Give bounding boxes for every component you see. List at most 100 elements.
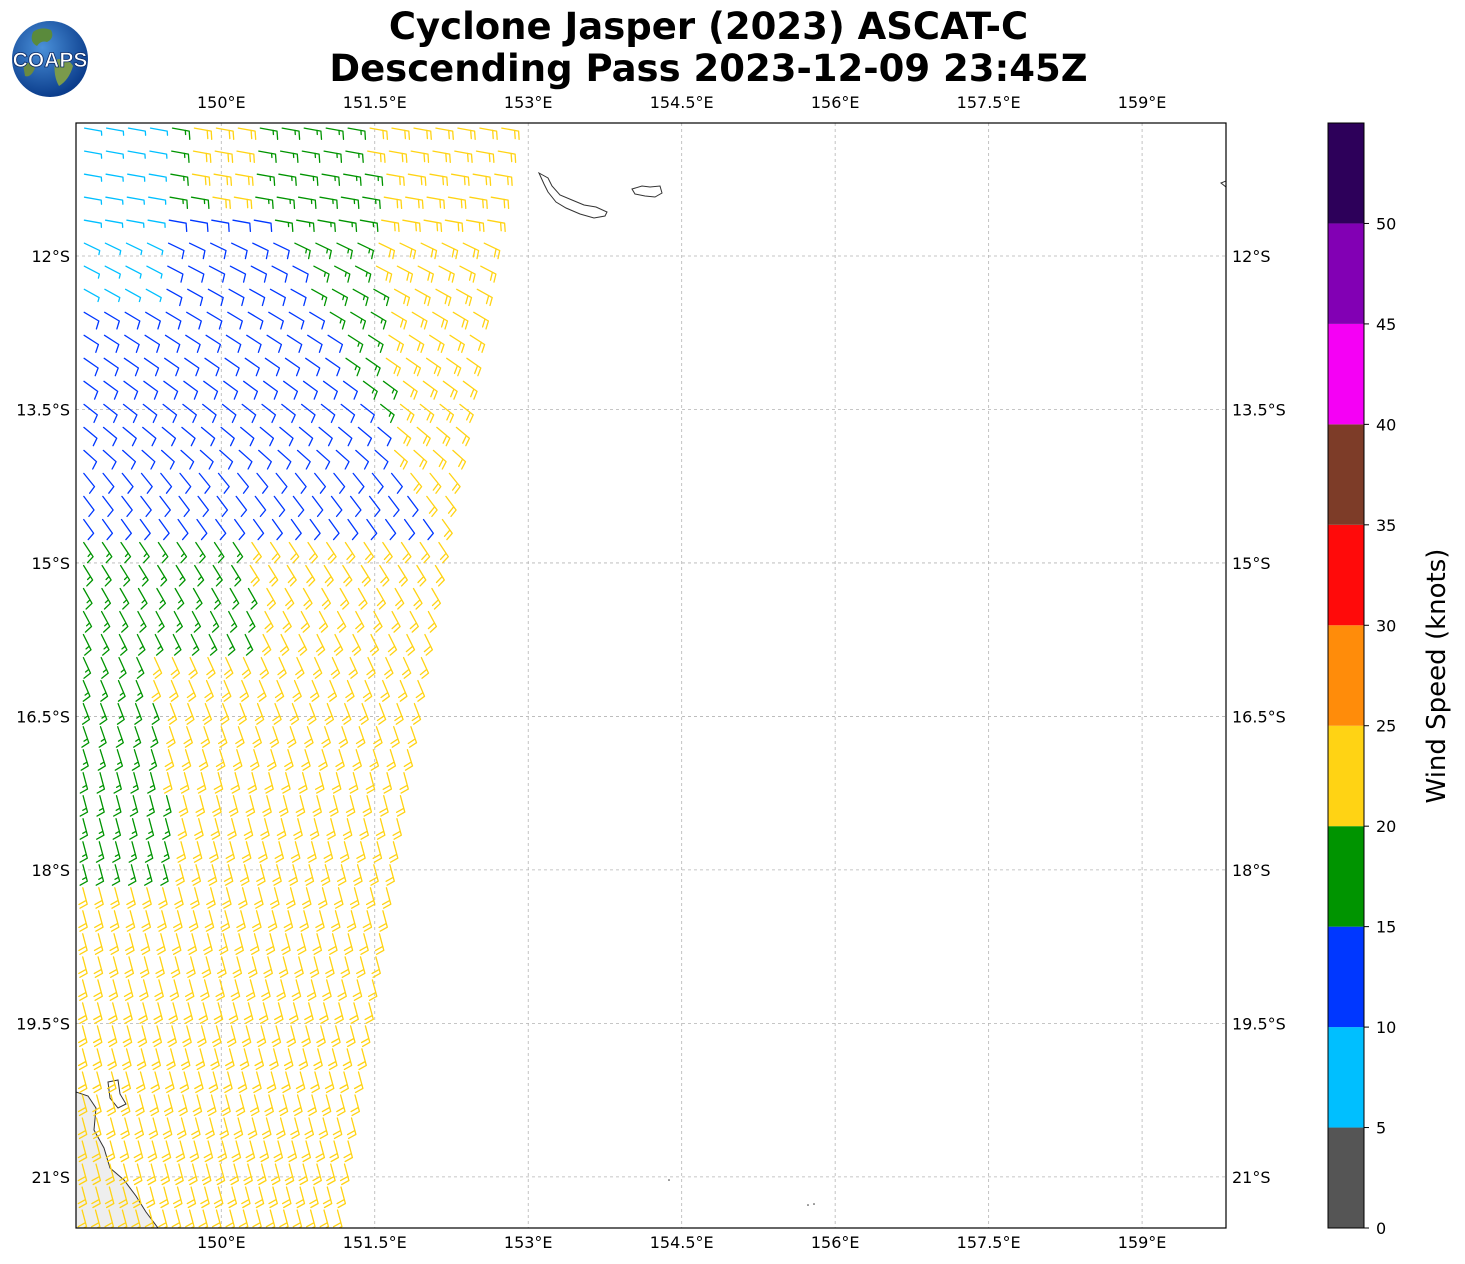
wind-barb (168, 219, 188, 233)
wind-barb (395, 795, 406, 817)
wind-barb (368, 495, 381, 518)
wind-barb (405, 633, 416, 656)
wind-barb (171, 150, 190, 163)
wind-barb (83, 357, 99, 377)
wind-barb (347, 518, 359, 541)
wind-barb (163, 1094, 174, 1117)
wind-barb (367, 979, 378, 1001)
island-outline (668, 1179, 670, 1181)
wind-barb (264, 357, 281, 377)
wind-barb (210, 818, 221, 840)
wind-barb (472, 173, 492, 186)
wind-barb (186, 956, 196, 978)
wind-barb (227, 818, 237, 840)
wind-barb (149, 150, 168, 159)
wind-barb (326, 1163, 336, 1186)
wind-barb (367, 150, 386, 163)
wind-barb (201, 956, 212, 978)
lon-tick-label-bottom: 154.5°E (650, 1233, 714, 1252)
wind-barb (441, 518, 453, 541)
wind-barb (258, 150, 277, 163)
wind-barb (145, 288, 162, 303)
wind-barb (279, 150, 299, 163)
wind-barb (83, 380, 99, 400)
wind-barb (120, 1117, 130, 1140)
wind-barb (232, 749, 243, 771)
wind-barb (83, 150, 103, 159)
wind-barb (334, 1002, 344, 1024)
wind-barb (339, 1163, 350, 1186)
wind-barb (202, 702, 213, 725)
wind-barb (353, 864, 363, 886)
wind-barb (388, 150, 408, 163)
wind-barb (208, 1071, 219, 1094)
wind-barb (441, 242, 459, 260)
wind-barb (307, 841, 317, 863)
wind-barb (345, 795, 356, 817)
wind-barb (175, 864, 185, 886)
wind-barb (410, 150, 430, 163)
wind-barb (247, 587, 258, 610)
wind-barb (411, 311, 428, 330)
wind-barb (200, 426, 216, 447)
wind-barb (394, 702, 404, 725)
wind-barb (83, 265, 101, 279)
wind-barb (103, 334, 120, 353)
wind-barb (167, 702, 178, 725)
wind-barb (83, 127, 103, 136)
wind-barb (214, 150, 234, 163)
wind-barb (416, 426, 431, 447)
wind-barb (78, 956, 88, 978)
wind-barb (438, 541, 449, 564)
wind-barb (305, 357, 321, 377)
wind-barb (355, 610, 365, 633)
wind-barb (163, 795, 172, 817)
wind-barb (185, 1209, 195, 1228)
wind-barb (191, 1117, 201, 1140)
lon-tick-label-top: 159°E (1118, 93, 1167, 112)
wind-barb (399, 242, 417, 260)
wind-barb (296, 933, 307, 955)
island-outline (107, 1079, 127, 1109)
wind-barb (92, 1048, 103, 1071)
wind-barb (252, 518, 265, 541)
wind-barb (287, 1140, 298, 1163)
wind-barb (274, 1002, 284, 1024)
wind-barb (407, 726, 418, 748)
colorbar-tick-label: 50 (1376, 214, 1396, 233)
wind-barb (121, 1071, 132, 1094)
wind-barb (283, 380, 299, 400)
wind-barb (179, 472, 192, 494)
wind-barb (158, 887, 168, 909)
wind-barb (355, 726, 366, 748)
wind-barb (188, 265, 205, 283)
wind-barb (83, 288, 100, 303)
wind-barb (238, 449, 253, 470)
wind-barb (261, 979, 271, 1001)
wind-barb (394, 587, 405, 610)
wind-barb (259, 127, 279, 140)
wind-barb (111, 864, 121, 886)
wind-barb (459, 403, 474, 424)
wind-barb (190, 633, 200, 656)
wind-barb (198, 1002, 209, 1024)
wind-barb (286, 1025, 297, 1048)
wind-barb (330, 495, 343, 518)
wind-barb (100, 656, 109, 679)
wind-barb (323, 841, 334, 863)
wind-barb (266, 587, 277, 610)
wind-barb (315, 242, 332, 260)
wind-barb (187, 288, 204, 307)
wind-barb (238, 887, 248, 909)
wind-barb (185, 334, 201, 353)
wind-barb (103, 380, 119, 400)
wind-barb (296, 219, 315, 233)
wind-barb (138, 564, 149, 587)
wind-barb (245, 795, 256, 817)
lon-tick-label-top: 150°E (197, 93, 246, 112)
wind-barb (126, 219, 145, 228)
wind-barb (148, 749, 158, 771)
wind-barb (286, 726, 297, 748)
wind-barb (183, 726, 193, 748)
wind-barb (91, 1163, 102, 1186)
